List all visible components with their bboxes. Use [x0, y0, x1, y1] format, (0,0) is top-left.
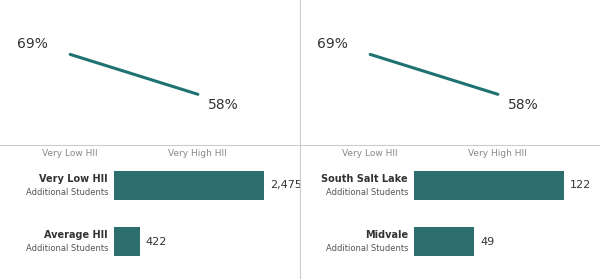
Text: 122: 122 — [570, 180, 591, 190]
Text: 69%: 69% — [317, 37, 347, 51]
Text: South Salt Lake: South Salt Lake — [322, 174, 408, 184]
Text: Additional Students: Additional Students — [325, 188, 408, 197]
Text: Additional Students: Additional Students — [325, 244, 408, 253]
Text: Average HII: Average HII — [44, 230, 108, 240]
Text: 2,475: 2,475 — [270, 180, 302, 190]
Text: 49: 49 — [480, 237, 494, 247]
Text: 58%: 58% — [208, 98, 239, 112]
Bar — [414, 170, 564, 200]
Bar — [414, 227, 474, 256]
Bar — [114, 227, 140, 256]
Text: Additional Students: Additional Students — [25, 188, 108, 197]
Text: Midvale: Midvale — [365, 230, 408, 240]
Text: 58%: 58% — [508, 98, 539, 112]
Text: 69%: 69% — [17, 37, 47, 51]
Bar — [114, 170, 264, 200]
Text: Very Low HII: Very Low HII — [40, 174, 108, 184]
Text: Additional Students: Additional Students — [25, 244, 108, 253]
Text: 422: 422 — [146, 237, 167, 247]
